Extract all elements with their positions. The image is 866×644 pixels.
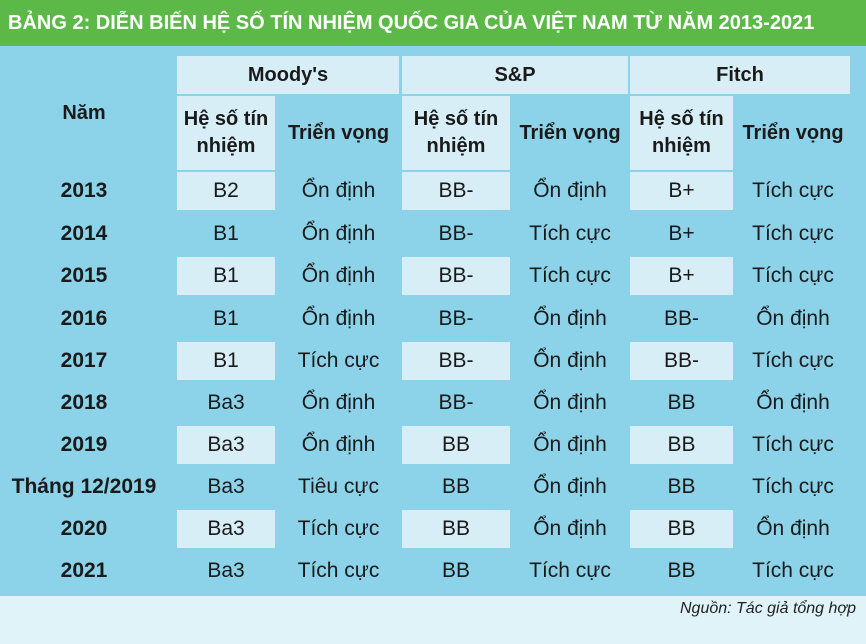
sub-header: Hệ số tín nhiệm — [177, 96, 275, 170]
table-cell: Ổn định — [533, 432, 607, 456]
year-cell: 2014 — [60, 221, 108, 245]
source-note: Nguồn: Tác giả tổng hợp — [679, 600, 856, 617]
table-cell: BB — [667, 390, 696, 414]
table-cell: Ổn định — [756, 306, 830, 330]
table-cell: B+ — [630, 172, 733, 210]
table-cell: Tích cực — [752, 178, 834, 202]
table-cell: Tích cực — [529, 221, 611, 245]
table-cell: Ổn định — [301, 221, 376, 245]
table-cell: BB — [630, 510, 733, 548]
table-cell: Ba3 — [207, 390, 245, 414]
table-cell: B2 — [177, 172, 275, 210]
table-cell: Ổn định — [301, 432, 376, 456]
year-cell: 2015 — [60, 263, 108, 287]
table-cell: B+ — [630, 257, 733, 295]
table-cell: Tích cực — [752, 263, 834, 287]
table-cell: Tích cực — [752, 474, 834, 498]
table-cell: Tích cực — [752, 558, 834, 582]
table-cell: Tiêu cực — [298, 474, 379, 498]
year-cell: 2013 — [60, 178, 108, 202]
table-cell: BB- — [402, 342, 510, 380]
table-cell: Ổn định — [533, 474, 607, 498]
table-cell: Tích cực — [752, 432, 834, 456]
agency-header: Moody's — [177, 56, 399, 94]
table-cell: Ba3 — [177, 510, 275, 548]
table-cell: BB — [402, 510, 510, 548]
table-cell: BB — [441, 474, 470, 498]
table-cell: Ổn định — [533, 306, 607, 330]
table-cell: Ba3 — [177, 426, 275, 464]
table-cell: Ổn định — [301, 263, 376, 287]
table-cell: BB — [441, 558, 470, 582]
year-cell: 2020 — [60, 516, 108, 540]
table-cell: B1 — [213, 221, 239, 245]
table-cell: BB — [630, 426, 733, 464]
table-cell: Ổn định — [301, 178, 376, 202]
year-cell: 2021 — [60, 558, 108, 582]
table-cell: BB — [402, 426, 510, 464]
table-cell: Ba3 — [207, 474, 245, 498]
table-cell: BB — [667, 474, 696, 498]
table-cell: Ổn định — [756, 390, 830, 414]
table-cell: BB- — [402, 172, 510, 210]
table-cell: Ổn định — [533, 348, 607, 372]
sub-header: Triển vọng — [742, 121, 844, 144]
sub-header: Triển vọng — [287, 121, 390, 144]
table-cell: BB- — [402, 257, 510, 295]
table-cell: Tích cực — [297, 558, 380, 582]
table-cell: B+ — [668, 221, 695, 245]
table-cell: Tích cực — [529, 263, 611, 287]
table-cell: Ổn định — [533, 516, 607, 540]
table-cell: BB- — [438, 306, 474, 330]
rating-table: Năm Moody's S&P Fitch Hệ số tín nhiệm Triển v… — [0, 46, 866, 596]
table-cell: Tích cực — [297, 348, 380, 372]
table-cell: Ổn định — [301, 306, 376, 330]
table-cell: B1 — [177, 342, 275, 380]
table-cell: Tích cực — [752, 221, 834, 245]
table-cell: Ổn định — [533, 178, 607, 202]
year-cell: Tháng 12/2019 — [11, 474, 157, 498]
table-cell: Tích cực — [752, 348, 834, 372]
table-cell: B1 — [177, 257, 275, 295]
table-title: BẢNG 2: DIỄN BIẾN HỆ SỐ TÍN NHIỆM QUỐC G… — [0, 0, 866, 46]
table-cell: Tích cực — [297, 516, 380, 540]
year-header: Năm — [62, 101, 106, 124]
sub-header: Hệ số tín nhiệm — [630, 96, 733, 170]
table-cell: BB- — [438, 390, 474, 414]
table-cell: Tích cực — [529, 558, 611, 582]
table-cell: BB- — [663, 306, 699, 330]
table-cell: BB- — [630, 342, 733, 380]
table-cell: BB- — [438, 221, 474, 245]
sub-header: Hệ số tín nhiệm — [402, 96, 510, 170]
sub-header: Triển vọng — [519, 121, 621, 144]
table-cell: B1 — [213, 306, 239, 330]
table-cell: Ổn định — [756, 516, 830, 540]
year-cell: 2019 — [60, 432, 108, 456]
table-cell: Ổn định — [301, 390, 376, 414]
year-cell: 2016 — [60, 306, 108, 330]
year-cell: 2017 — [60, 348, 108, 372]
table-cell: BB — [667, 558, 696, 582]
table-cell: Ba3 — [207, 558, 245, 582]
year-cell: 2018 — [60, 390, 108, 414]
table-cell: Ổn định — [533, 390, 607, 414]
agency-header: Fitch — [630, 56, 850, 94]
agency-header: S&P — [402, 56, 628, 94]
